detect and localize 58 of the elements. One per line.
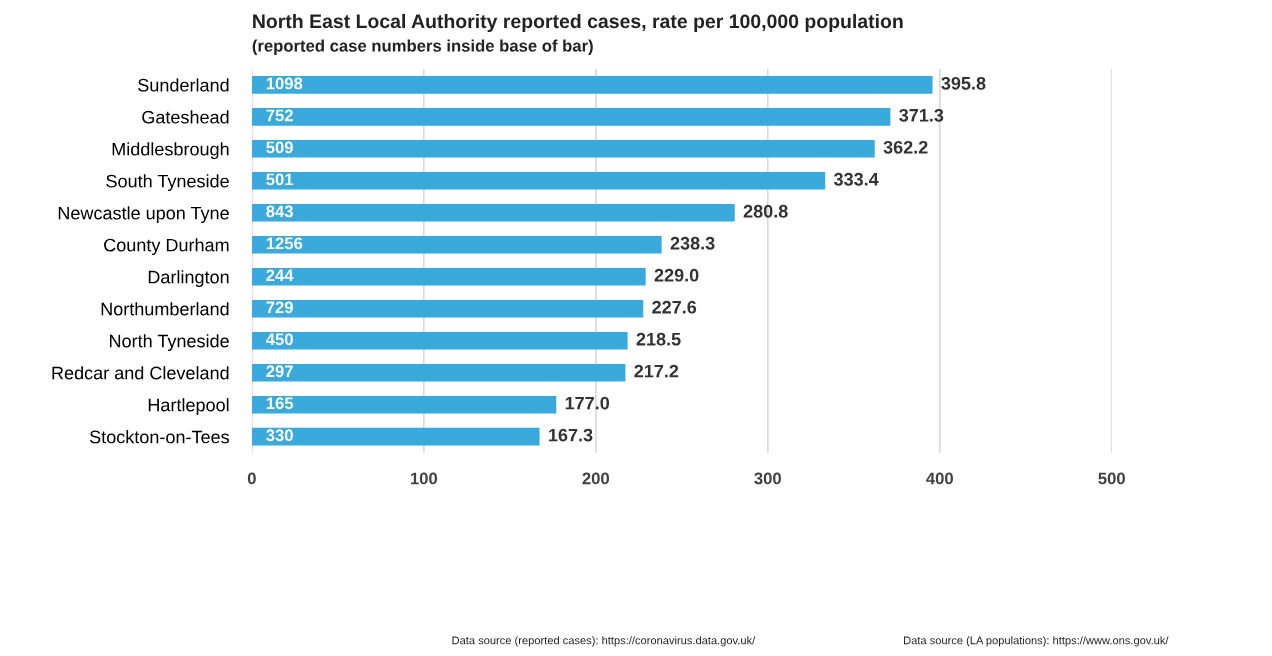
bar [251, 140, 875, 158]
chart-subtitle: (reported case numbers inside base of bar) [252, 39, 593, 55]
annotation: 752 [266, 109, 293, 122]
bar [251, 427, 540, 446]
y-tick-label: Hartlepool [148, 398, 229, 415]
bar [251, 363, 626, 382]
annotation: 330 [266, 429, 293, 442]
annotation: 729 [266, 301, 293, 314]
data-label: 238.3 [670, 236, 715, 250]
bar [251, 204, 735, 222]
y-tick-label: Sunderland [138, 78, 229, 92]
y-tick-label: North Tyneside [110, 334, 229, 351]
chart-title: North East Local Authority reported cases, rate per 100,000 population [253, 13, 903, 33]
data-label: 227.6 [652, 300, 697, 314]
data-label: 280.8 [743, 204, 788, 218]
y-tick-label: South Tyneside [106, 174, 229, 192]
data-label: 177.0 [565, 396, 610, 410]
annotation: 501 [266, 173, 294, 186]
y-tick-label: Stockton-on-Tees [89, 430, 229, 444]
y-tick-label: Redcar and Cleveland [52, 366, 229, 380]
y-tick-label: Darlington [148, 270, 229, 288]
y-tick-label: Middlesbrough [112, 142, 229, 160]
y-tick-label: Newcastle upon Tyne [58, 206, 229, 224]
data-label: 371.3 [899, 108, 944, 122]
x-tick-label: 200 [582, 472, 610, 485]
data-label: 395.8 [941, 76, 986, 90]
x-tick-label: 500 [1098, 472, 1125, 485]
y-tick-label: County Durham [104, 238, 229, 256]
annotation: 1098 [266, 77, 303, 90]
annotation: 165 [266, 397, 294, 410]
annotation: 1256 [266, 237, 303, 250]
y-tick-label: Gateshead [142, 110, 229, 124]
bar [251, 76, 933, 94]
data-label: 217.2 [634, 364, 679, 378]
bar [251, 267, 646, 286]
bar [251, 235, 662, 254]
data-label: 167.3 [549, 428, 593, 442]
bar [251, 172, 826, 190]
annotation: 297 [266, 365, 293, 378]
bar [251, 395, 557, 414]
data-label: 229.0 [654, 268, 699, 282]
x-tick-label: 300 [754, 472, 781, 485]
source-note: Data source (LA populations): https://www.ons.gov.uk/ [904, 636, 1169, 647]
source-note: Data source (reported cases): https://coronavirus.data.gov.uk/ [452, 636, 756, 647]
data-label: 333.4 [833, 172, 879, 186]
x-tick-label: 100 [410, 472, 438, 485]
annotation: 450 [266, 333, 293, 346]
data-label: 218.5 [636, 332, 681, 346]
annotation: 509 [266, 141, 293, 154]
x-tick-label: 400 [926, 472, 953, 485]
bar [251, 299, 644, 318]
annotation: 843 [266, 205, 293, 218]
bar [251, 331, 628, 350]
bar [251, 108, 891, 126]
data-label: 362.2 [883, 140, 928, 154]
y-tick-label: Northumberland [101, 302, 229, 316]
x-tick-label: 0 [247, 472, 256, 485]
annotation: 244 [266, 269, 294, 282]
